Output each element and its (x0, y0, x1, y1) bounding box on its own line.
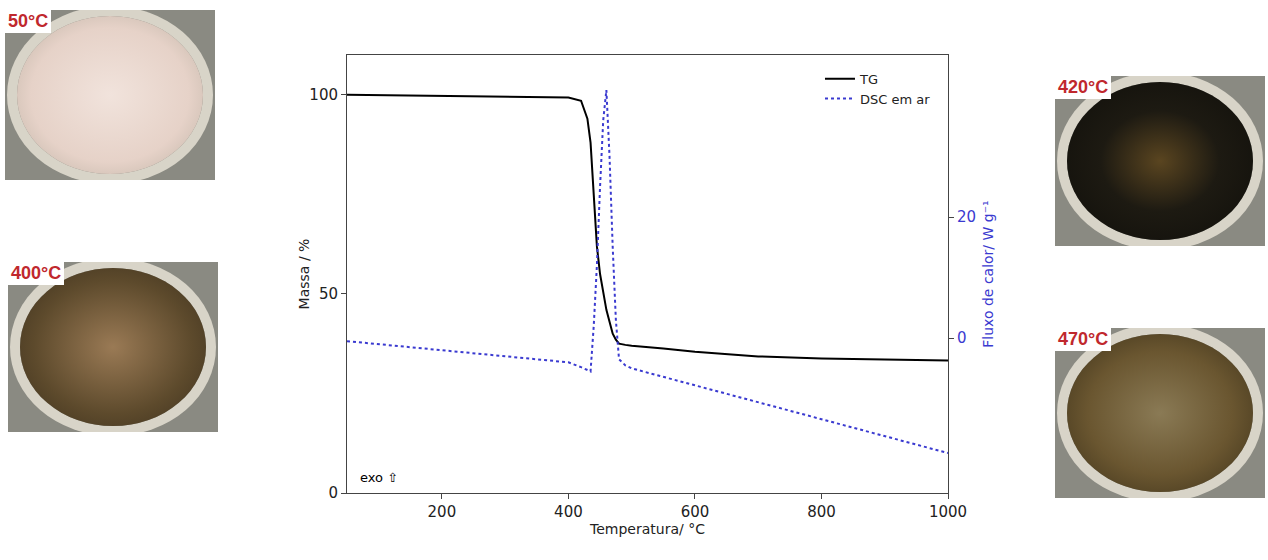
svg-text:600: 600 (681, 503, 710, 521)
svg-text:1000: 1000 (929, 503, 967, 521)
html-text:470°C: 470°C (1058, 329, 1109, 349)
html-text:420°C: 420°C (1058, 77, 1109, 97)
svg-text:50: 50 (319, 285, 338, 303)
svg-text:100: 100 (309, 86, 338, 104)
svg-text:Fluxo de calor/ W g⁻¹: Fluxo de calor/ W g⁻¹ (980, 200, 996, 347)
svg-text:400: 400 (554, 503, 583, 521)
svg-text:200: 200 (428, 503, 457, 521)
svg-text:exo ⇧: exo ⇧ (360, 470, 398, 485)
html-text:50°C: 50°C (8, 11, 49, 31)
svg-text:DSC em ar: DSC em ar (860, 92, 930, 107)
svg-text:Temperatura/ °C: Temperatura/ °C (589, 521, 705, 537)
svg-text:0: 0 (957, 329, 967, 347)
svg-text:20: 20 (957, 208, 976, 226)
svg-text:TG: TG (859, 72, 878, 87)
svg-text:800: 800 (807, 503, 836, 521)
html-text:400°C: 400°C (11, 263, 62, 283)
svg-text:Massa / %: Massa / % (296, 239, 312, 310)
svg-text:0: 0 (328, 484, 338, 502)
